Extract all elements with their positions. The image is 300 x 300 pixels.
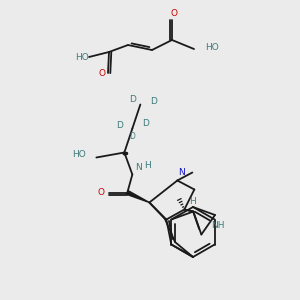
- Text: NH: NH: [211, 220, 225, 230]
- Text: HO: HO: [75, 52, 89, 62]
- Text: H: H: [144, 161, 151, 170]
- Text: H: H: [189, 197, 196, 206]
- Text: D: D: [150, 97, 157, 106]
- Text: O: O: [98, 68, 106, 77]
- Text: D: D: [129, 95, 136, 104]
- Text: HO: HO: [73, 150, 86, 159]
- Text: N: N: [178, 168, 185, 177]
- Text: D: D: [142, 119, 149, 128]
- Text: N: N: [135, 163, 142, 172]
- Text: D: D: [129, 132, 135, 141]
- Text: D: D: [116, 121, 123, 130]
- Text: O: O: [98, 188, 105, 197]
- Text: O: O: [170, 8, 178, 17]
- Polygon shape: [127, 191, 149, 203]
- Text: HO: HO: [205, 44, 219, 52]
